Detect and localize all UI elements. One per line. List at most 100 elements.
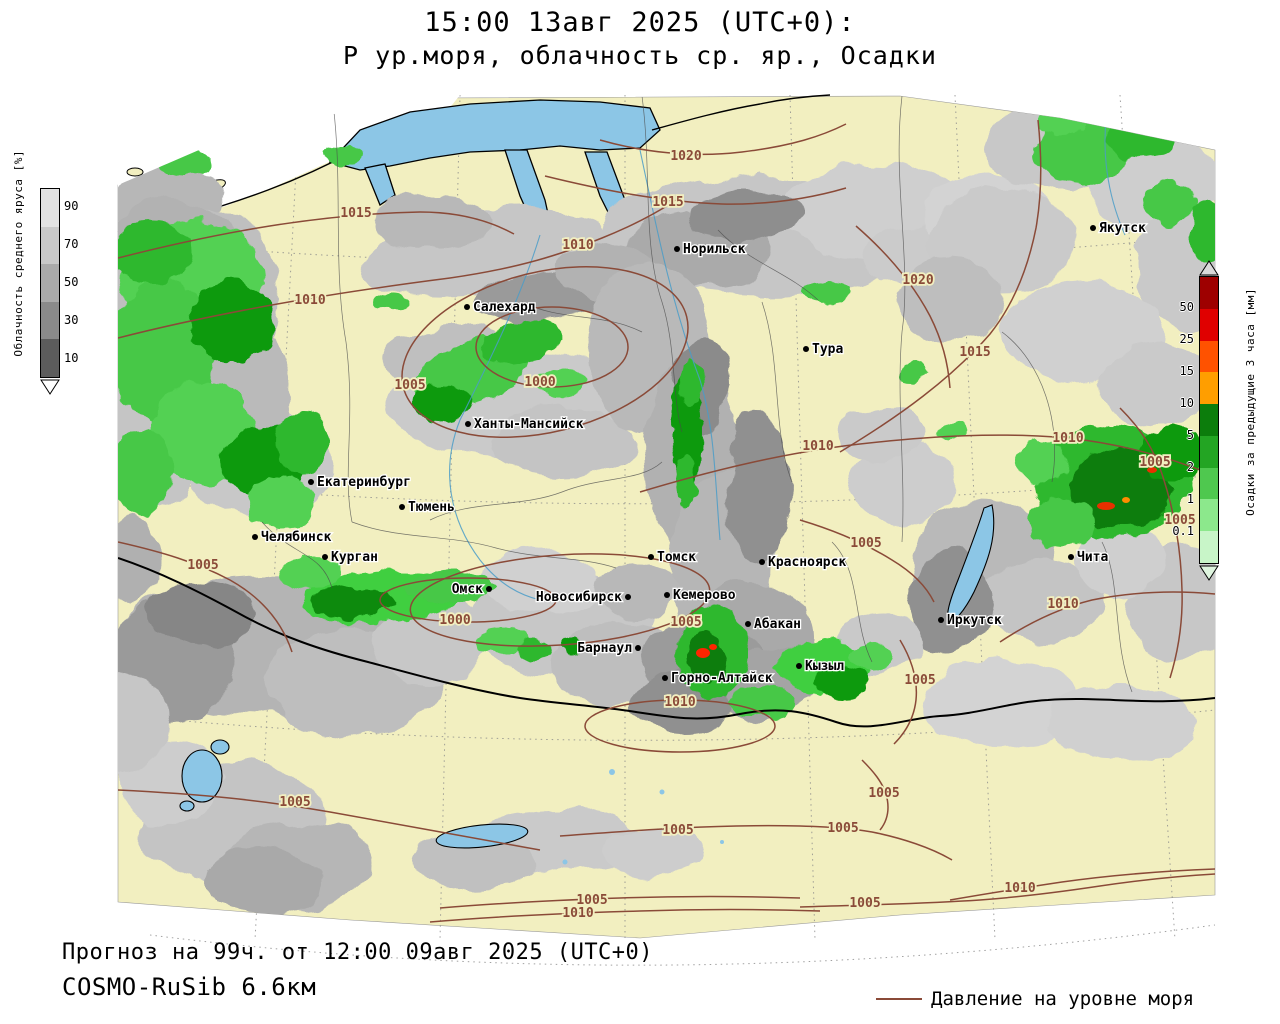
colorbar-segment bbox=[41, 264, 59, 302]
colorbar-segment bbox=[41, 189, 59, 227]
colorbar-tick: 1 bbox=[1186, 492, 1194, 506]
city-label: Чита bbox=[1077, 550, 1108, 565]
up-arrow-icon bbox=[1199, 260, 1219, 276]
colorbar-segment bbox=[1200, 467, 1218, 500]
colorbar-segment bbox=[1200, 308, 1218, 341]
isobar-value-label: 1005 bbox=[849, 896, 880, 911]
isobar-value-label: 1005 bbox=[394, 378, 425, 393]
city-label: Барнаул bbox=[577, 641, 632, 656]
city-dot bbox=[664, 592, 670, 598]
isobar-value-label: 1005 bbox=[827, 821, 858, 836]
isobar-value-label: 1005 bbox=[279, 795, 310, 810]
colorbar-segment bbox=[1200, 404, 1218, 436]
city-dot bbox=[662, 675, 668, 681]
taymyr-coastline bbox=[651, 94, 831, 131]
isobar-value-label: 1020 bbox=[902, 273, 933, 288]
isobar-value-label: 1005 bbox=[1164, 513, 1195, 528]
isobar-layer bbox=[118, 119, 1215, 923]
isobar-value-label: 1005 bbox=[850, 536, 881, 551]
city-dot bbox=[803, 346, 809, 352]
pressure-legend-label: Давление на уровне моря bbox=[931, 988, 1195, 1010]
city-label: Екатеринбург bbox=[317, 475, 411, 490]
city-layer: Норильск Салехард Тура Ханты-Мансийск Екатер… bbox=[252, 220, 1147, 687]
city-dot bbox=[635, 645, 641, 651]
map-title-fields: P ур.моря, облачность ср. яр., Осадки bbox=[343, 41, 937, 71]
isobar-line-sample bbox=[876, 998, 922, 1000]
city-dot bbox=[322, 554, 328, 560]
colorbar-segment bbox=[1200, 531, 1218, 564]
city-dot bbox=[252, 534, 258, 540]
isobar-value-label: 1005 bbox=[662, 823, 693, 838]
isobar-value-label: 1010 bbox=[664, 695, 695, 710]
city-dot bbox=[674, 246, 680, 252]
isobar-value-label: 1020 bbox=[670, 149, 701, 164]
colorbar-segment bbox=[41, 226, 59, 265]
lake-baikal bbox=[947, 504, 995, 625]
city-label: Абакан bbox=[754, 617, 801, 632]
colorbar-segment bbox=[41, 301, 59, 340]
isobar-value-label: 1005 bbox=[868, 786, 899, 801]
city-dot bbox=[486, 586, 492, 592]
colorbar-tick: 90 bbox=[64, 199, 79, 213]
city-dot bbox=[1090, 225, 1096, 231]
state-border bbox=[118, 557, 1215, 728]
isobar-value-label: 1005 bbox=[1139, 455, 1170, 470]
city-dot bbox=[1068, 554, 1074, 560]
city-label: Тюмень bbox=[408, 500, 455, 515]
down-arrow-icon bbox=[40, 379, 60, 395]
city-dot bbox=[745, 621, 751, 627]
city-label: Курган bbox=[331, 550, 378, 565]
colorbar-tick: 15 bbox=[1179, 364, 1194, 378]
colorbar-segment bbox=[41, 339, 59, 377]
isobar-value-label: 1010 bbox=[294, 293, 325, 308]
colorbar-segment bbox=[1200, 277, 1218, 309]
model-info: COSMO-RuSib 6.6км bbox=[62, 973, 317, 1001]
isobar-value-label: 1005 bbox=[904, 673, 935, 688]
city-label: Челябинск bbox=[261, 530, 332, 545]
city-dot bbox=[399, 504, 405, 510]
isobar-value-label: 1005 bbox=[187, 558, 218, 573]
colorbar-tick: 2 bbox=[1186, 460, 1194, 474]
precip-colorbar bbox=[1199, 276, 1219, 564]
colorbar-segment bbox=[1200, 372, 1218, 405]
isobar-value-label: 1005 bbox=[576, 893, 607, 908]
isobar-value-label: 1010 bbox=[562, 238, 593, 253]
city-label: Томск bbox=[657, 550, 696, 565]
colorbar-segment bbox=[1200, 435, 1218, 468]
city-dot bbox=[625, 594, 631, 600]
city-label: Красноярск bbox=[768, 555, 846, 570]
city-label: Тура bbox=[812, 342, 843, 357]
city-label: Салехард bbox=[473, 300, 536, 315]
precip-colorbar-label: Осадки за предыдущие 3 часа [мм] bbox=[1244, 288, 1257, 516]
isobar-value-label: 1005 bbox=[670, 615, 701, 630]
colorbar-tick: 10 bbox=[64, 351, 79, 365]
header: 15:00 13авг 2025 (UTC+0): P ур.моря, обл… bbox=[0, 5, 1280, 73]
isobar-value-label: 1000 bbox=[439, 613, 470, 628]
forecast-info: Прогноз на 99ч. от 12:00 09авг 2025 (UTC… bbox=[62, 940, 654, 965]
city-label: Омск bbox=[452, 582, 483, 597]
city-label: Норильск bbox=[683, 242, 746, 257]
admin-border-layer bbox=[261, 96, 1133, 693]
city-dot bbox=[648, 554, 654, 560]
cloudiness-colorbar-label: Облачность среднего яруса [%] bbox=[12, 150, 25, 357]
city-label: Новосибирск bbox=[536, 590, 622, 605]
city-dot bbox=[465, 421, 471, 427]
isobar-value-label: 1010 bbox=[562, 906, 593, 921]
city-dot bbox=[464, 304, 470, 310]
isobar-value-label: 1010 bbox=[1047, 597, 1078, 612]
colorbar-tick: 10 bbox=[1179, 396, 1194, 410]
colorbar-tick: 30 bbox=[64, 313, 79, 327]
cloudiness-colorbar bbox=[40, 188, 60, 378]
city-label: Кызыл bbox=[805, 659, 844, 674]
colorbar-tick: 0.1 bbox=[1172, 524, 1194, 538]
city-dot bbox=[796, 663, 802, 669]
colorbar-tick: 70 bbox=[64, 237, 79, 251]
isobar-value-label: 1010 bbox=[1004, 881, 1035, 896]
city-label: Якутск bbox=[1099, 221, 1146, 236]
colorbar-tick: 25 bbox=[1179, 332, 1194, 346]
city-label: Кемерово bbox=[673, 588, 736, 603]
city-label: Иркутск bbox=[947, 613, 1002, 628]
